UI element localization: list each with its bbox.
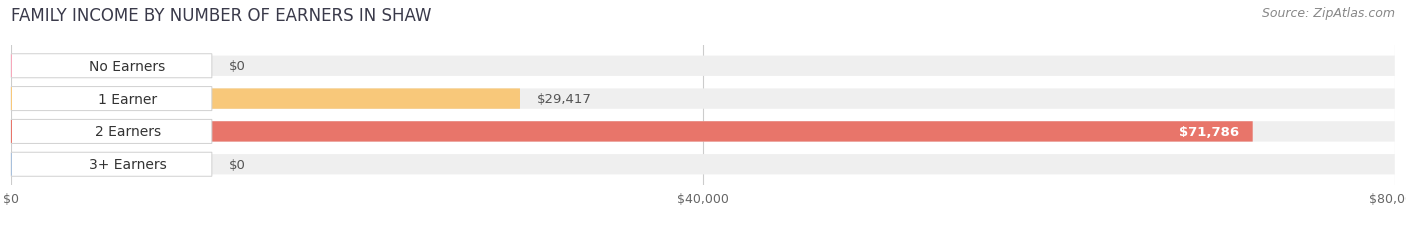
Text: No Earners: No Earners: [90, 60, 166, 73]
Text: 1 Earner: 1 Earner: [98, 92, 157, 106]
Text: 2 Earners: 2 Earners: [94, 125, 160, 139]
FancyBboxPatch shape: [11, 56, 37, 77]
Text: $29,417: $29,417: [537, 93, 592, 106]
Text: FAMILY INCOME BY NUMBER OF EARNERS IN SHAW: FAMILY INCOME BY NUMBER OF EARNERS IN SH…: [11, 7, 432, 25]
FancyBboxPatch shape: [11, 89, 1395, 109]
Text: 3+ Earners: 3+ Earners: [89, 158, 166, 171]
Text: Source: ZipAtlas.com: Source: ZipAtlas.com: [1261, 7, 1395, 20]
FancyBboxPatch shape: [11, 87, 212, 111]
FancyBboxPatch shape: [11, 120, 212, 144]
FancyBboxPatch shape: [11, 122, 1395, 142]
FancyBboxPatch shape: [11, 122, 1253, 142]
Text: $0: $0: [228, 60, 245, 73]
FancyBboxPatch shape: [11, 154, 37, 175]
Text: $71,786: $71,786: [1178, 125, 1239, 138]
Text: $0: $0: [228, 158, 245, 171]
FancyBboxPatch shape: [11, 89, 520, 109]
FancyBboxPatch shape: [11, 55, 212, 78]
FancyBboxPatch shape: [11, 56, 1395, 77]
FancyBboxPatch shape: [11, 153, 212, 176]
FancyBboxPatch shape: [11, 154, 1395, 175]
